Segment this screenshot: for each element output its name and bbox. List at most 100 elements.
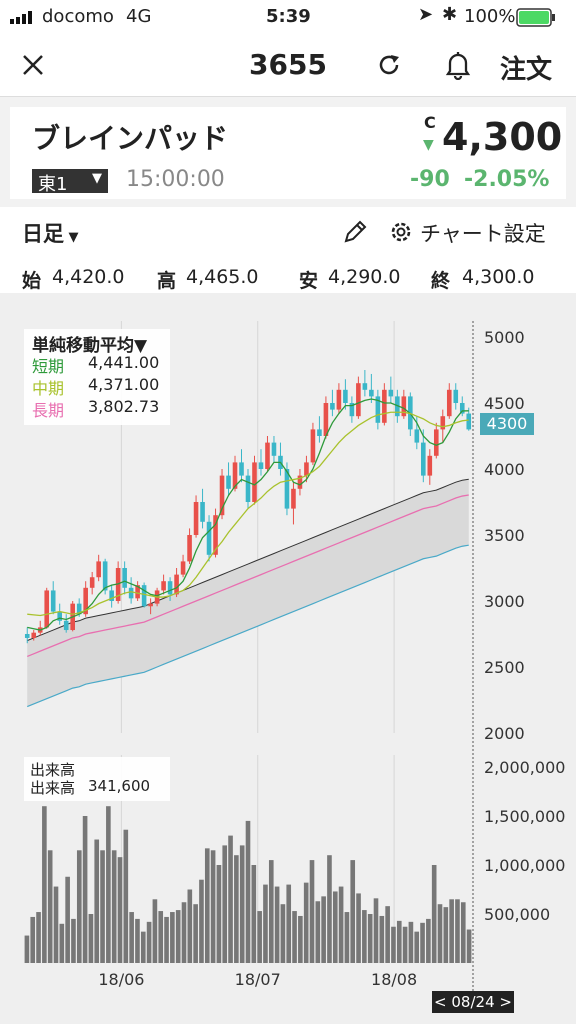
volume-bar [152, 899, 158, 963]
price-axis-tick: 4500 [484, 394, 525, 413]
pencil-icon[interactable] [342, 219, 368, 245]
ohlc-row: 始 4,420.0 高 4,465.0 安 4,290.0 終 4,300.0 [0, 259, 576, 293]
volume-bar [30, 916, 36, 963]
chart-settings-button[interactable]: チャート設定 [420, 222, 546, 246]
candle-body [317, 429, 322, 436]
close-icon[interactable] [22, 54, 44, 76]
volume-bar [135, 918, 140, 963]
period-select[interactable]: 日足 ▼ [22, 218, 79, 248]
volume-bar [257, 911, 262, 963]
candle-body [252, 462, 257, 502]
volume-bar [367, 914, 373, 963]
candle-body [258, 462, 264, 469]
candle-body [31, 632, 37, 638]
volume-bar [338, 886, 344, 963]
cloud-upper-line [27, 478, 469, 642]
chevron-down-icon: ▼ [92, 171, 102, 186]
volume-bar [437, 904, 443, 963]
volume-bar [455, 899, 460, 963]
ma-legend-title[interactable]: 単純移動平均▼ [32, 336, 148, 356]
volume-bar [111, 850, 117, 963]
volume-bar [356, 893, 361, 963]
mid-ma-line [27, 411, 469, 617]
down-arrow-icon: ▼ [423, 137, 434, 153]
candle-body [122, 568, 127, 588]
volume-bar [199, 879, 204, 963]
volume-axis-tick: 500,000 [484, 905, 550, 924]
volume-axis-tick: 2,000,000 [484, 758, 565, 777]
candle-body [219, 475, 225, 516]
volume-bar [327, 855, 332, 963]
cloud-lower-line [27, 544, 469, 708]
ma-legend: 単純移動平均▼ 短期 4,441.00 中期 4,371.00 長期 3,802… [24, 329, 170, 425]
volume-bar [344, 912, 350, 963]
volume-bar [53, 886, 59, 963]
bluetooth-icon: ✱ [442, 4, 458, 25]
volume-bar [100, 850, 105, 963]
long-ma-label: 長期 [32, 401, 65, 420]
volume-bar [443, 907, 449, 963]
volume-bar [274, 886, 280, 963]
period-label: 日足 [22, 222, 64, 246]
candle-body [213, 515, 218, 555]
gear-icon[interactable] [388, 219, 414, 245]
candle-body [206, 521, 212, 555]
volume-bar [82, 816, 88, 963]
volume-bar [286, 884, 292, 963]
price-axis-tick: 3500 [484, 526, 525, 545]
candle-body [245, 475, 251, 502]
chart-area[interactable]: 5000 4500 4000 3500 3000 2500 2000 2,000,000 1,5… [0, 293, 576, 1024]
volume-bar [408, 921, 414, 963]
volume-bar [88, 914, 94, 963]
carrier-name: docomo [42, 6, 114, 27]
candle-body [76, 603, 82, 615]
candle-body [102, 561, 108, 591]
volume-bar [309, 860, 315, 963]
network-type: 4G [126, 6, 152, 27]
signal-icon [10, 11, 32, 24]
candle-body [291, 488, 296, 509]
volume-legend: 出来高 出来高 341,600 [24, 757, 170, 801]
market-select[interactable]: 東1 ▼ [32, 169, 108, 195]
candle-body [330, 403, 335, 410]
candle-body [356, 383, 361, 417]
bell-icon[interactable] [445, 50, 471, 80]
volume-bar [414, 931, 420, 963]
volume-bar [315, 901, 321, 963]
ichimoku-cloud [27, 479, 469, 707]
candle-body [446, 389, 452, 417]
volume-legend-value: 341,600 [88, 777, 151, 795]
candle-body [369, 389, 374, 397]
open-value: 4,420.0 [52, 266, 125, 288]
date-marker[interactable]: < 08/24 > [432, 991, 514, 1013]
volume-bar [245, 820, 251, 963]
volume-bar [47, 850, 53, 963]
candle-body [265, 442, 270, 469]
volume-bar [117, 857, 123, 963]
volume-bar [106, 806, 111, 963]
quote-time: 15:00:00 [126, 167, 225, 192]
volume-bar [402, 926, 408, 963]
refresh-icon[interactable] [376, 52, 402, 78]
chart-canvas[interactable]: 5000 4500 4000 3500 3000 2500 2000 2,000,000 1,5… [0, 293, 576, 1024]
order-button[interactable]: 注文 [500, 55, 553, 85]
volume-bar [210, 850, 216, 963]
page-title: 3655 [249, 48, 327, 81]
stock-header: ブレインパッド 東1 ▼ 15:00:00 C ▼ 4,300 -90 -2.0… [0, 97, 576, 207]
current-price: 4,300 [442, 115, 563, 159]
candle-body [323, 403, 329, 436]
price-axis-tick: 5000 [484, 328, 525, 347]
volume-legend-title: 出来高 [30, 761, 76, 779]
mid-ma-value: 4,371.00 [88, 375, 160, 394]
candle-body [304, 462, 309, 476]
candle-body [433, 429, 439, 456]
candle-body [226, 475, 231, 489]
short-ma-label: 短期 [32, 357, 65, 376]
candle-body [349, 403, 355, 417]
volume-bar [350, 860, 356, 963]
date-axis-tick: 18/07 [235, 970, 281, 989]
candle-body [161, 581, 166, 591]
candle-body [109, 590, 114, 601]
price-axis-tick: 2000 [484, 724, 525, 743]
price-axis-tick: 2500 [484, 658, 525, 677]
